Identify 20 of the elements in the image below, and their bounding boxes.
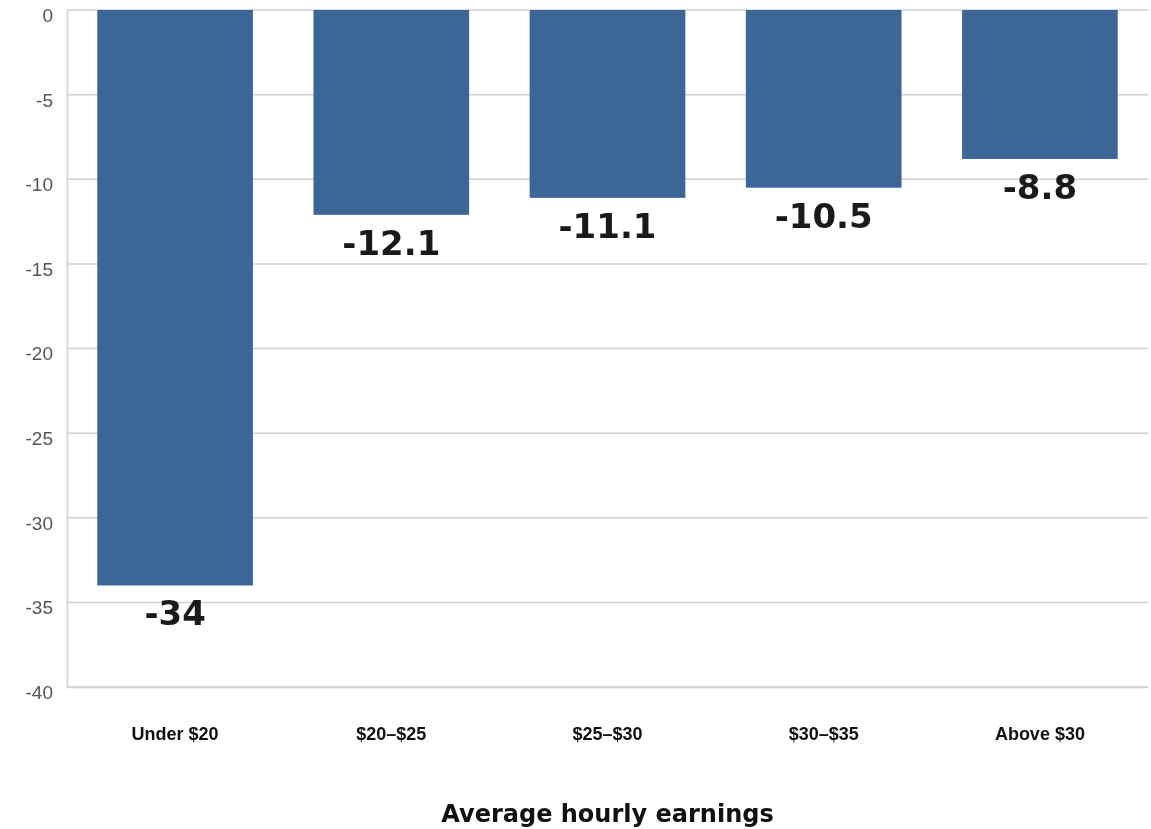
y-tick-label: -15 <box>25 258 53 280</box>
x-tick-label: Under $20 <box>131 723 219 744</box>
y-tick-label: -35 <box>25 597 53 619</box>
y-tick-label: 0 <box>42 4 53 26</box>
x-axis-title: Average hourly earnings <box>441 800 774 828</box>
data-label: -10.5 <box>774 195 873 236</box>
y-tick-label: -30 <box>25 512 53 534</box>
y-tick-label: -20 <box>25 343 53 365</box>
x-tick-label: Above $30 <box>994 723 1085 744</box>
y-tick-label: -10 <box>25 174 53 196</box>
x-tick-label: $25–$30 <box>572 723 643 744</box>
y-tick-label: -25 <box>25 428 53 450</box>
data-label: -12.1 <box>342 222 441 263</box>
x-tick-label: $30–$35 <box>788 723 859 744</box>
y-tick-label: -40 <box>25 681 53 703</box>
data-label: -8.8 <box>1002 166 1078 207</box>
x-tick-label: $20–$25 <box>356 723 427 744</box>
data-label: -34 <box>144 593 206 634</box>
data-label: -11.1 <box>558 205 657 246</box>
y-tick-label: -5 <box>36 89 53 111</box>
